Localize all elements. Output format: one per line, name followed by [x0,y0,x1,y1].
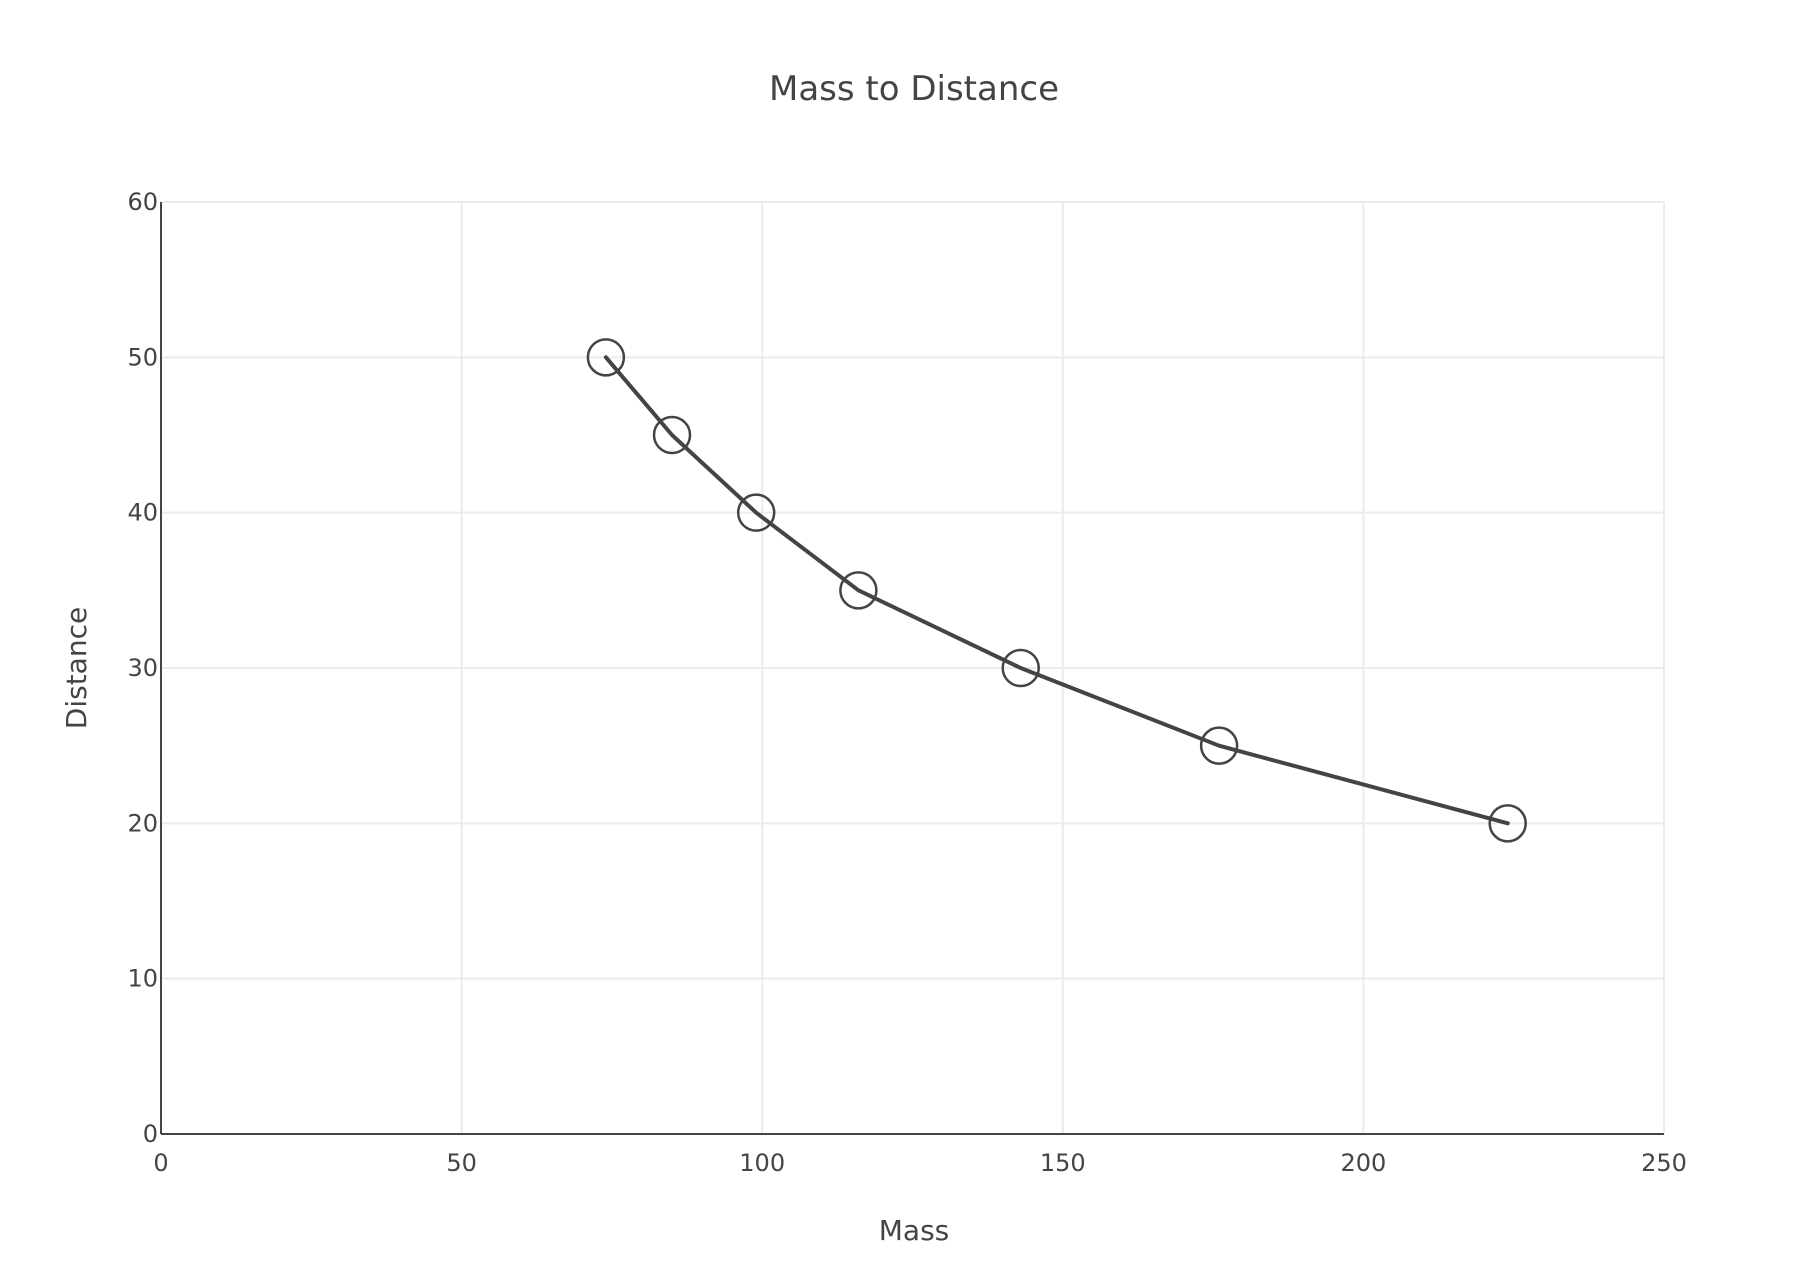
y-tick-label: 20 [127,809,158,837]
grid [161,201,1665,1134]
data-point[interactable] [1199,726,1239,765]
data-point[interactable] [652,415,692,455]
axes [160,202,1664,1135]
y-tick-label: 50 [127,343,158,371]
y-tick-label: 10 [127,965,158,993]
data-point[interactable] [736,493,776,532]
series [603,355,1510,826]
x-tick-label: 50 [446,1149,477,1177]
y-tick-label: 0 [143,1120,158,1148]
y-tick-label: 40 [127,499,158,527]
x-tick-label: 100 [739,1149,785,1177]
data-point[interactable] [1001,648,1040,688]
y-axis-title: Distance [60,607,93,729]
data-point[interactable] [586,338,626,377]
data-point[interactable] [1488,804,1527,843]
x-axis-title: Mass [879,1214,950,1247]
x-tick-label: 150 [1040,1149,1086,1177]
y-tick-label: 30 [127,654,158,682]
tick-labels: 0 50 100 150 200 250 0 10 20 30 40 50 60 [127,188,1686,1177]
data-points [586,338,1527,843]
x-tick-label: 0 [153,1149,168,1177]
y-tick-label: 60 [127,188,158,216]
chart-title: Mass to Distance [769,69,1059,109]
x-tick-label: 250 [1641,1149,1687,1177]
x-tick-label: 200 [1340,1149,1386,1177]
series-line [603,355,1510,826]
data-point[interactable] [839,571,878,610]
